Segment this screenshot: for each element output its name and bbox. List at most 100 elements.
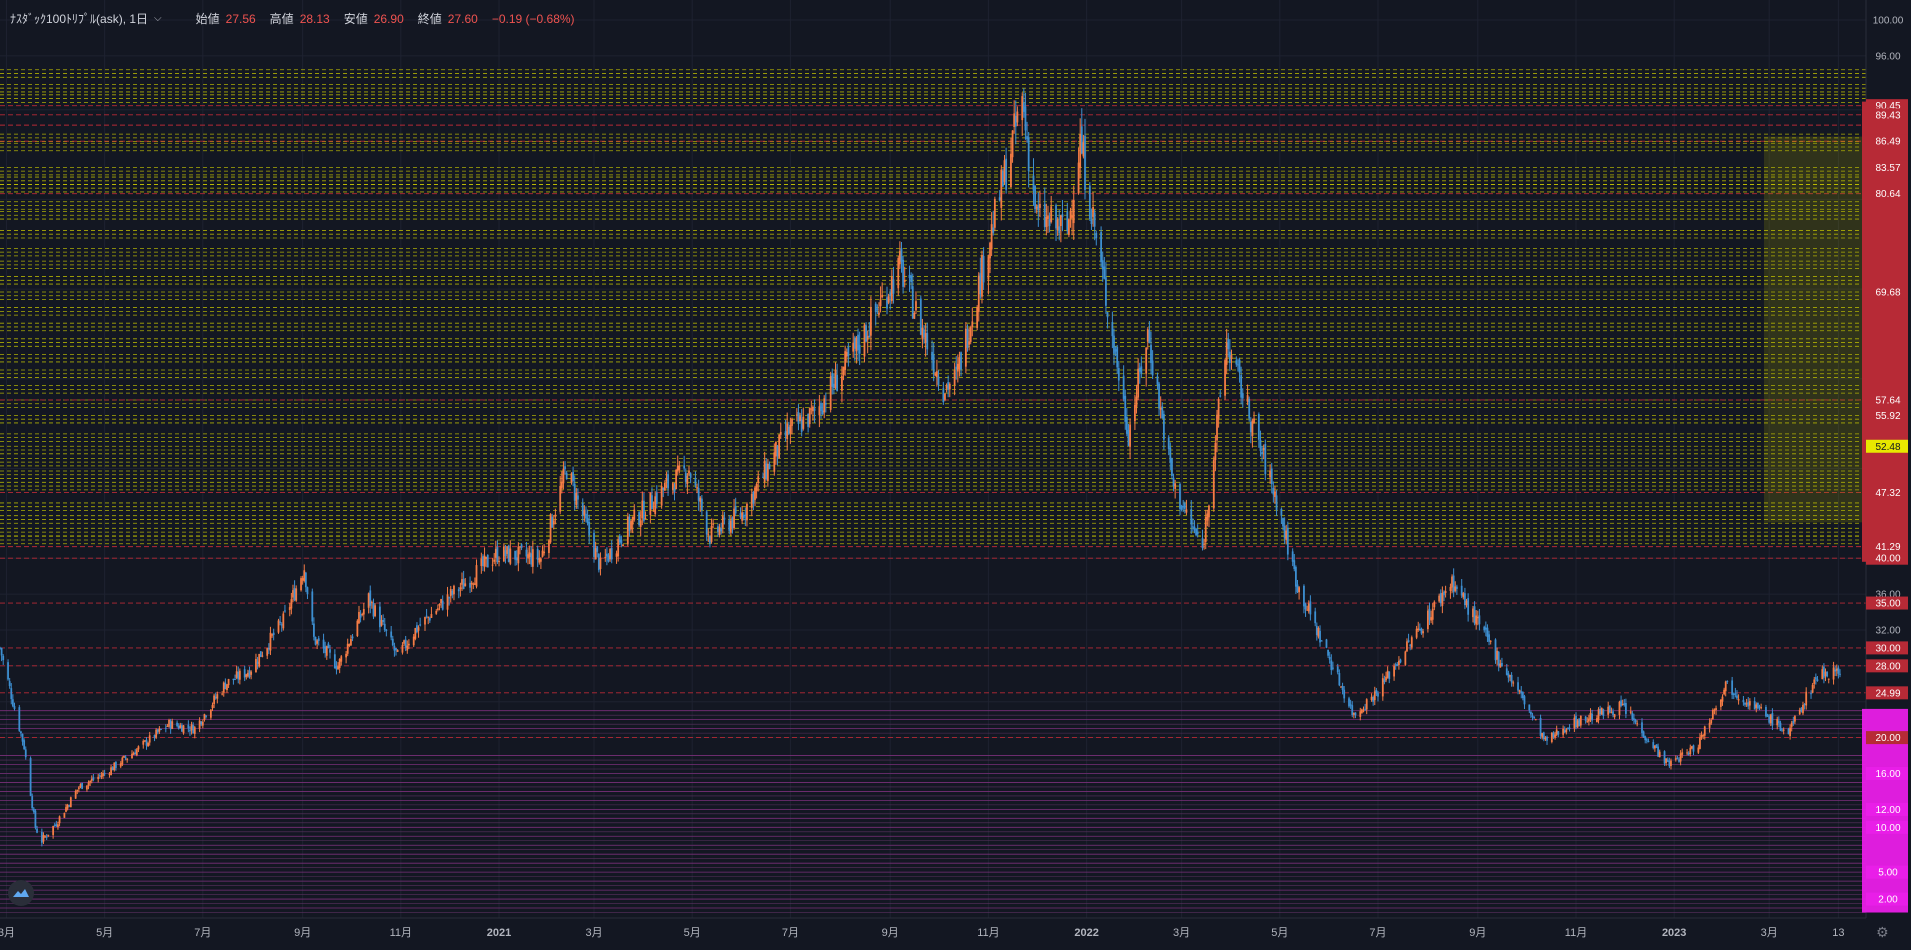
candle-body	[821, 410, 824, 415]
candle-body	[844, 351, 847, 371]
candle-body	[898, 251, 901, 265]
candle-body	[683, 465, 686, 469]
price-badge	[1866, 802, 1908, 816]
candle-body	[1296, 584, 1299, 593]
candle-body	[1478, 615, 1481, 625]
candle-body	[346, 643, 349, 654]
candle-body	[868, 335, 871, 338]
y-tick-label: 2.00	[1878, 895, 1898, 906]
candle-body	[1043, 203, 1046, 228]
candle-body	[947, 382, 950, 390]
candle-body	[981, 255, 983, 297]
chevron-down-icon[interactable]: ⌵	[154, 13, 162, 24]
candle-body	[414, 628, 417, 639]
candle-body	[536, 548, 539, 560]
candle-body	[1690, 746, 1693, 749]
candle-body	[1214, 442, 1217, 460]
candle-body	[752, 492, 755, 504]
candle-body	[1460, 585, 1463, 596]
symbol-label[interactable]: ﾅｽﾀﾞｯｸ100ﾄﾘﾌﾟﾙ(ask), 1日	[10, 12, 149, 26]
candle-body	[1032, 175, 1035, 191]
candle-body	[156, 729, 159, 733]
candle-body	[506, 546, 508, 554]
candle-body	[729, 520, 732, 533]
candle-body	[237, 671, 240, 680]
candle-body	[198, 720, 201, 729]
candle-body	[68, 805, 71, 807]
candle-body	[1792, 720, 1795, 724]
candle-body	[40, 831, 43, 843]
y-tick-label: 80.64	[1875, 189, 1900, 200]
candle-body	[300, 578, 302, 591]
candle-body	[0, 648, 3, 656]
price-badge	[1866, 659, 1908, 673]
candle-body	[800, 419, 803, 432]
candle-body	[1262, 447, 1265, 451]
candle-body	[1811, 684, 1814, 693]
candle-body	[731, 517, 734, 528]
candle-body	[1620, 700, 1622, 706]
candle-body	[527, 554, 529, 559]
candle-body	[1557, 731, 1560, 735]
candle-body	[852, 342, 855, 352]
candle-body	[754, 487, 756, 500]
candle-body	[1372, 697, 1375, 702]
tradingview-cloud-icon[interactable]	[8, 880, 34, 906]
candle-body	[644, 518, 647, 520]
candle-body	[1048, 219, 1051, 227]
candle-body	[1228, 351, 1231, 363]
gear-icon[interactable]: ⚙	[1876, 924, 1889, 940]
candle-body	[638, 512, 640, 525]
candle-body	[597, 553, 600, 571]
chart-legend: ﾅｽﾀﾞｯｸ100ﾄﾘﾌﾟﾙ(ask), 1日 ⌵ 始値 27.56 高値 28.1…	[10, 10, 575, 27]
candle-body	[181, 725, 183, 732]
candle-body	[1748, 701, 1751, 706]
candle-body	[913, 313, 916, 319]
candle-body	[1352, 712, 1355, 715]
candle-body	[126, 758, 129, 760]
candle-body	[643, 500, 645, 521]
price-badge	[1866, 865, 1908, 879]
candle-body	[897, 258, 900, 289]
candle-body	[853, 337, 856, 349]
candle-body	[910, 275, 913, 283]
price-badge	[1866, 820, 1908, 834]
candle-body	[1124, 395, 1127, 422]
candle-body	[921, 327, 924, 340]
x-tick-label: 9月	[294, 927, 311, 939]
candle-body	[1180, 505, 1183, 510]
candle-body	[238, 670, 241, 680]
candle-body	[1597, 709, 1600, 721]
candle-body	[1462, 593, 1465, 598]
candle-body	[245, 674, 248, 677]
candle-body	[1496, 650, 1499, 660]
candle-body	[607, 555, 610, 562]
candle-body	[372, 602, 375, 617]
candle-body	[593, 532, 595, 557]
candle-body	[304, 572, 307, 588]
candle-body	[1488, 634, 1490, 642]
candle-body	[76, 789, 79, 792]
candle-body	[1394, 664, 1397, 666]
candle-body	[746, 503, 748, 521]
candle-body	[1257, 414, 1260, 440]
candle-body	[718, 527, 721, 535]
candle-body	[1800, 708, 1803, 712]
y-tick-label: 96.00	[1875, 51, 1900, 62]
x-tick-label: 5月	[1271, 927, 1288, 939]
low-label: 安値	[343, 12, 368, 26]
candle-body	[1156, 376, 1159, 385]
candle-body	[784, 431, 787, 436]
candle-body	[1269, 470, 1272, 478]
candle-body	[1744, 702, 1746, 705]
candle-body	[1655, 744, 1658, 748]
candle-body	[446, 594, 449, 610]
candle-body	[1072, 199, 1075, 224]
candle-body	[1757, 702, 1759, 709]
candle-body	[559, 486, 562, 512]
candle-body	[1082, 142, 1085, 157]
candle-body	[1171, 458, 1173, 477]
candle-body	[491, 564, 494, 566]
